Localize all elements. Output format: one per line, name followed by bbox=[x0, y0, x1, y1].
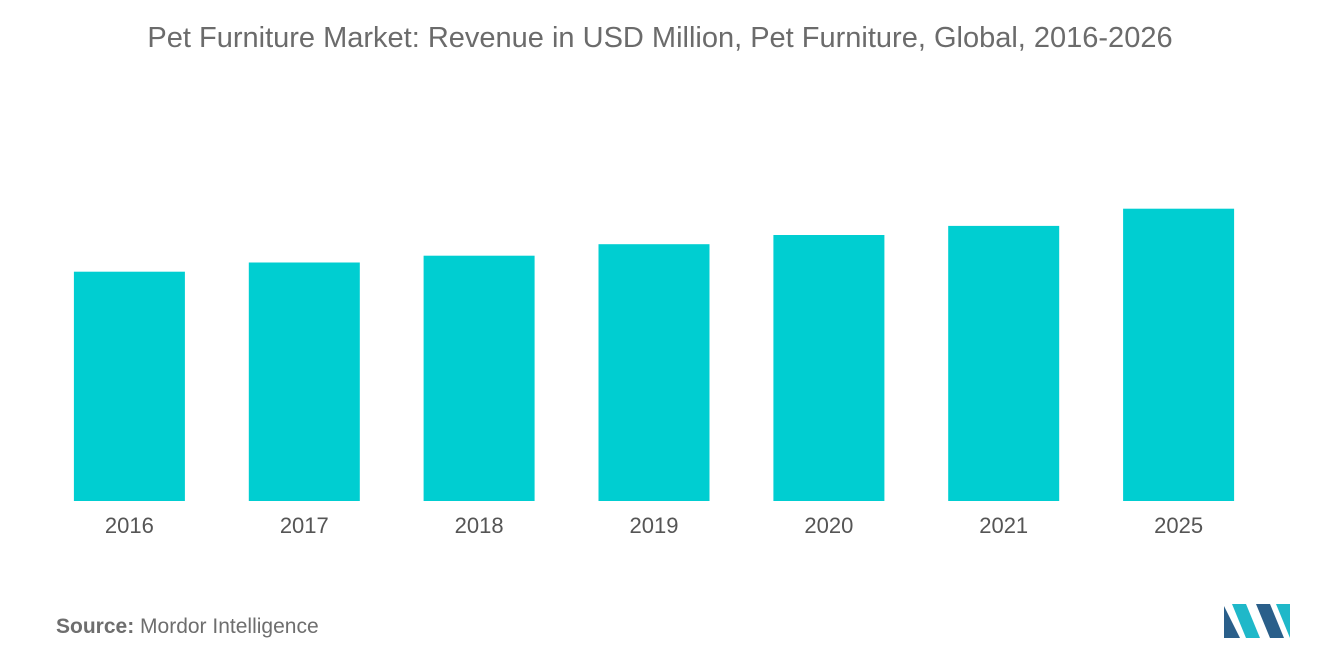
bar-2017 bbox=[248, 262, 360, 501]
source-text: Mordor Intelligence bbox=[140, 615, 319, 638]
source-label: Source: bbox=[56, 615, 135, 638]
x-tick-label-2018: 2018 bbox=[455, 513, 504, 538]
x-tick-label-2017: 2017 bbox=[280, 513, 329, 538]
bar-2021 bbox=[948, 225, 1060, 501]
mordor-intelligence-logo-icon bbox=[1224, 604, 1290, 638]
bar-2025 bbox=[1123, 208, 1235, 501]
x-tick-label-2016: 2016 bbox=[105, 513, 154, 538]
bar-2019 bbox=[598, 244, 710, 501]
bar-chart: 2016 2017 2018 2019 2020 2021 2025 bbox=[73, 208, 1235, 538]
x-tick-label-2025: 2025 bbox=[1154, 513, 1203, 538]
bar-2016 bbox=[73, 271, 185, 501]
chart-title: Pet Furniture Market: Revenue in USD Mil… bbox=[147, 22, 1173, 54]
bar-2018 bbox=[423, 255, 535, 501]
x-tick-label-2019: 2019 bbox=[630, 513, 679, 538]
bar-2020 bbox=[773, 235, 885, 501]
x-tick-label-2021: 2021 bbox=[979, 513, 1028, 538]
source-note: Source: Mordor Intelligence bbox=[56, 615, 319, 639]
x-tick-label-2020: 2020 bbox=[804, 513, 853, 538]
